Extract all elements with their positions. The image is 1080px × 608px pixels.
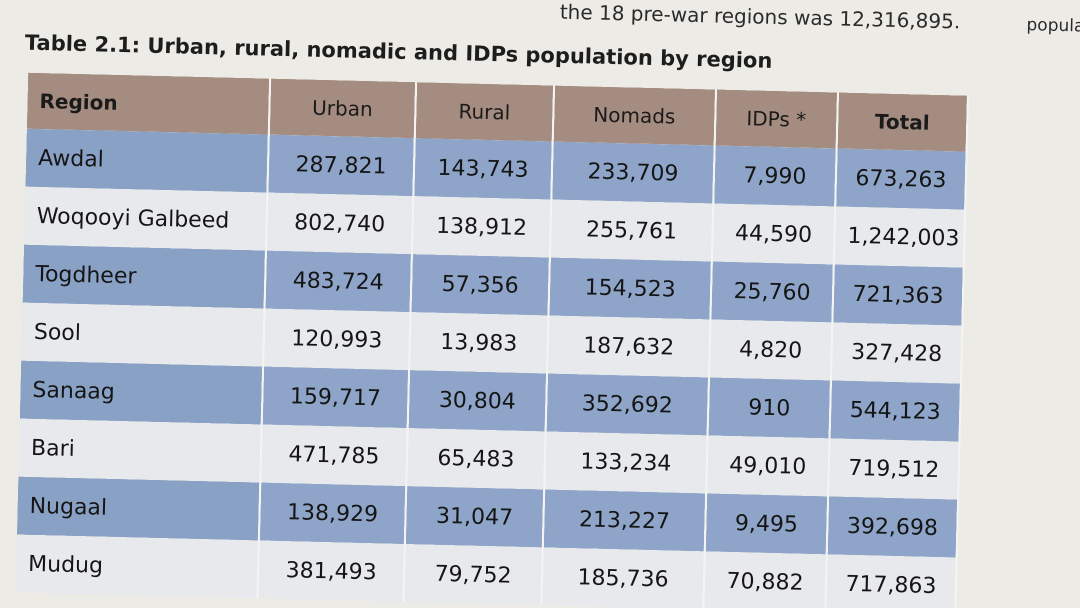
table-title: Table 2.1: Urban, rural, nomadic and IDP…: [24, 30, 773, 73]
cell-idps: 49,010: [706, 435, 830, 497]
header-nomads: Nomads: [552, 85, 717, 146]
cell-idps: 44,590: [711, 203, 836, 265]
cell-region: Sanaag: [19, 360, 264, 425]
cell-rural: 79,752: [403, 544, 543, 606]
cell-idps: 70,882: [703, 551, 827, 608]
cell-total: 544,123: [829, 380, 961, 442]
cell-rural: 65,483: [406, 428, 546, 490]
cell-total: 717,863: [825, 554, 957, 608]
cell-rural: 138,912: [411, 196, 552, 258]
cell-total: 327,428: [830, 322, 963, 384]
header-urban: Urban: [268, 78, 417, 139]
cell-region: Nugaal: [16, 476, 261, 541]
cell-rural: 30,804: [407, 370, 548, 432]
cell-nomads: 213,227: [542, 489, 707, 552]
cell-nomads: 352,692: [545, 373, 709, 436]
cell-rural: 13,983: [409, 312, 549, 374]
cell-nomads: 133,234: [544, 431, 708, 494]
cell-urban: 159,717: [261, 366, 410, 429]
cell-idps: 25,760: [710, 261, 834, 323]
cell-total: 392,698: [826, 496, 959, 558]
cell-urban: 138,929: [258, 482, 407, 545]
population-table: Region Urban Rural Nomads IDPs * Total A…: [15, 72, 969, 608]
cell-nomads: 187,632: [547, 315, 711, 378]
cell-total: 1,242,003: [833, 206, 966, 268]
cell-nomads: 154,523: [548, 257, 712, 320]
cell-urban: 120,993: [263, 308, 411, 371]
cell-region: Togdheer: [22, 244, 266, 309]
cell-idps: 4,820: [708, 319, 833, 381]
cell-region: Bari: [18, 418, 262, 483]
cell-rural: 31,047: [404, 486, 545, 548]
cell-total: 673,263: [835, 148, 967, 210]
cell-urban: 802,740: [265, 192, 414, 255]
cell-region: Sool: [21, 302, 265, 367]
header-region: Region: [26, 72, 271, 135]
cell-nomads: 185,736: [541, 547, 705, 608]
cell-urban: 381,493: [257, 540, 405, 603]
header-rural: Rural: [414, 82, 555, 142]
cell-region: Awdal: [25, 128, 269, 193]
header-idps: IDPs *: [714, 89, 838, 149]
preceding-paragraph-corner-text: population in urban: [1026, 15, 1080, 39]
cell-nomads: 233,709: [551, 141, 715, 204]
cell-region: Mudug: [15, 534, 259, 599]
cell-total: 719,512: [828, 438, 960, 500]
header-total: Total: [836, 92, 968, 152]
preceding-paragraph-line: the 18 pre-war regions was 12,316,895. p…: [560, 0, 1080, 39]
cell-nomads: 255,761: [549, 199, 714, 262]
cell-rural: 143,743: [413, 138, 553, 200]
cell-idps: 9,495: [704, 493, 829, 555]
preceding-paragraph-text: the 18 pre-war regions was 12,316,895.: [559, 0, 961, 34]
cell-urban: 287,821: [267, 134, 415, 197]
cell-urban: 471,785: [260, 424, 408, 487]
cell-urban: 483,724: [264, 250, 412, 313]
cell-idps: 910: [707, 377, 831, 439]
cell-total: 721,363: [832, 264, 964, 326]
cell-idps: 7,990: [713, 145, 837, 207]
cell-region: Woqooyi Galbeed: [24, 186, 268, 251]
cell-rural: 57,356: [410, 254, 550, 316]
